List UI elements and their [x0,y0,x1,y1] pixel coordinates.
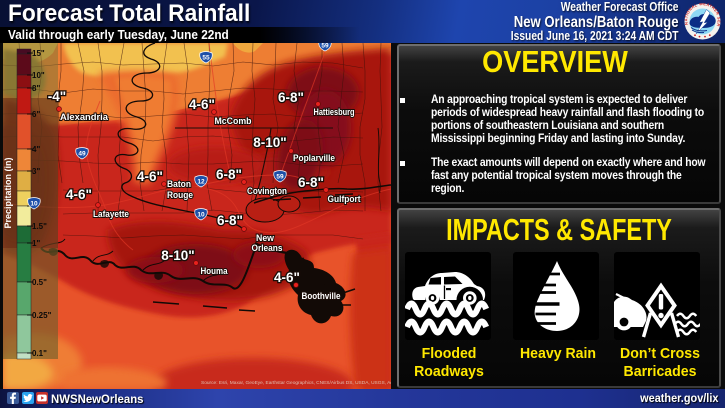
svg-text:4-6": 4-6" [274,270,300,285]
svg-text:8": 8" [32,84,40,93]
svg-text:4-6": 4-6" [66,187,92,202]
svg-text:Poplarville: Poplarville [293,153,335,164]
svg-text:1.5": 1.5" [32,222,47,231]
svg-text:Source: Esri, Maxar, GeoEye, E: Source: Esri, Maxar, GeoEye, Earthstar G… [201,380,391,386]
svg-text:Orleans: Orleans [252,243,283,254]
svg-text:59: 59 [321,43,329,50]
svg-text:0.5": 0.5" [32,278,47,287]
svg-text:Alexandria: Alexandria [60,112,109,123]
svg-text:Precipitation (in): Precipitation (in) [3,157,13,228]
svg-text:3": 3" [32,167,40,176]
svg-text:0.25": 0.25" [32,311,52,320]
svg-text:Rouge: Rouge [167,190,193,201]
svg-text:-4": -4" [48,89,66,104]
svg-text:6-8": 6-8" [298,175,324,190]
svg-text:0.1": 0.1" [32,349,47,358]
svg-text:15": 15" [32,49,45,58]
svg-text:59: 59 [276,174,284,181]
svg-text:6-8": 6-8" [216,167,242,182]
svg-text:Covington: Covington [247,186,287,197]
svg-text:New: New [256,233,275,244]
svg-text:6": 6" [32,110,40,119]
svg-text:8-10": 8-10" [161,248,194,263]
svg-text:4": 4" [32,145,40,154]
svg-text:4-6": 4-6" [189,97,215,112]
svg-text:10: 10 [197,212,205,219]
svg-text:Hattiesburg: Hattiesburg [314,107,355,118]
svg-text:Lafayette: Lafayette [93,209,129,220]
svg-text:4-6": 4-6" [137,169,163,184]
svg-text:1": 1" [32,239,40,248]
svg-text:Baton: Baton [167,179,191,190]
svg-text:12: 12 [197,179,205,186]
svg-text:10": 10" [32,71,45,80]
svg-text:Boothville: Boothville [302,291,341,302]
svg-text:McComb: McComb [215,116,252,127]
svg-text:6-8": 6-8" [278,90,304,105]
svg-text:8-10": 8-10" [253,135,286,150]
svg-text:6-8": 6-8" [217,213,243,228]
svg-text:Houma: Houma [201,266,229,277]
svg-text:10: 10 [30,201,38,208]
svg-text:Gulfport: Gulfport [328,194,362,205]
svg-text:49: 49 [78,151,86,158]
svg-text:55: 55 [202,55,210,62]
